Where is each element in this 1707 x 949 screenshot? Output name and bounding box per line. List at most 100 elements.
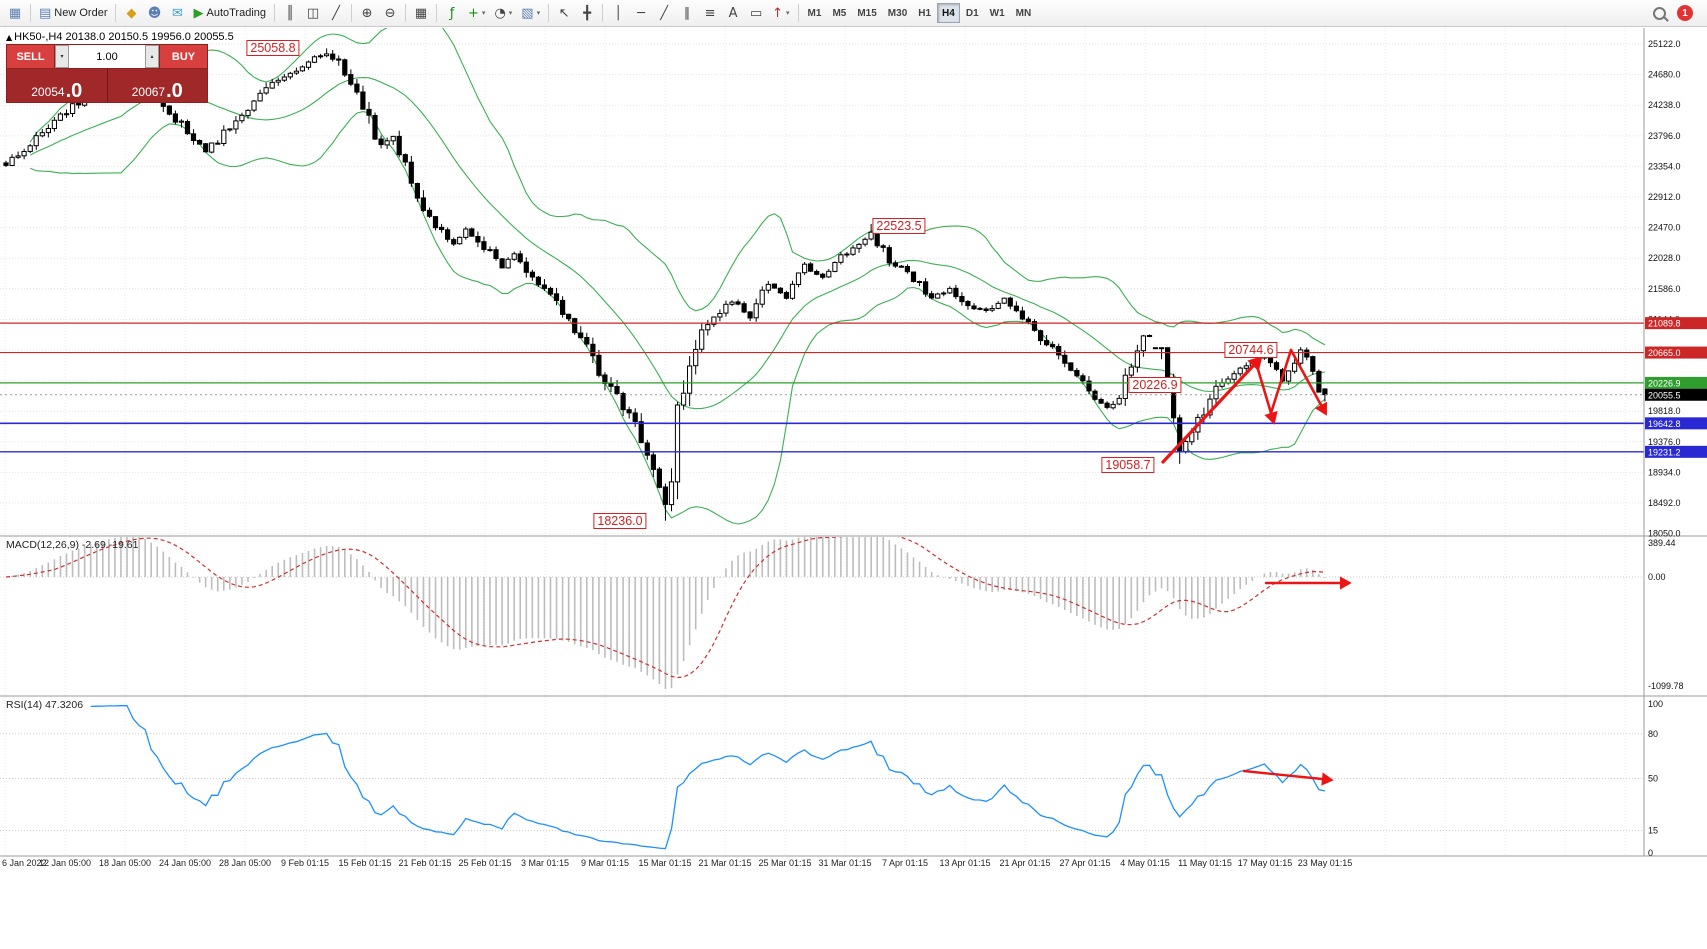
svg-text:80: 80 bbox=[1648, 729, 1658, 739]
channel-button[interactable]: ∥ bbox=[676, 2, 698, 24]
svg-text:25 Mar 01:15: 25 Mar 01:15 bbox=[758, 858, 811, 868]
toolbar-separator bbox=[274, 4, 276, 22]
toolbar-separator bbox=[351, 4, 353, 22]
metaeditor-icon: ◆ bbox=[126, 5, 137, 21]
svg-text:13 Apr 01:15: 13 Apr 01:15 bbox=[939, 858, 990, 868]
autotrading-label: AutoTrading bbox=[206, 7, 267, 19]
search-icon bbox=[1652, 6, 1666, 20]
zoom-in-button[interactable]: ⊕ bbox=[356, 2, 378, 24]
drop-arrow[interactable] bbox=[1289, 348, 1323, 407]
svg-text:22470.0: 22470.0 bbox=[1648, 223, 1681, 233]
price-label-annotation[interactable]: 20744.6 bbox=[1224, 342, 1278, 358]
timeframe-h1-button[interactable]: H1 bbox=[913, 3, 936, 23]
timeframe-mn-button[interactable]: MN bbox=[1011, 3, 1037, 23]
price-label-annotation[interactable]: 18236.0 bbox=[593, 513, 647, 529]
one-click-trade-panel: SELL ▾ ▴ BUY 20054.0 20067.0 bbox=[6, 44, 208, 103]
text-button[interactable]: A bbox=[722, 2, 744, 24]
vertical-line-button[interactable]: │ bbox=[607, 2, 629, 24]
timeframe-m30-button[interactable]: M30 bbox=[883, 3, 912, 23]
timeframe-w1-button[interactable]: W1 bbox=[985, 3, 1010, 23]
svg-text:24 Jan 05:00: 24 Jan 05:00 bbox=[159, 858, 211, 868]
new-order-button[interactable]: ▤ New Order bbox=[35, 2, 111, 24]
fibonacci-button[interactable]: ≡ bbox=[699, 2, 721, 24]
bar-chart-button[interactable]: ║ bbox=[279, 2, 301, 24]
community-button[interactable]: ☻ bbox=[143, 2, 165, 24]
trendline-button[interactable]: ╱ bbox=[653, 2, 675, 24]
svg-text:24238.0: 24238.0 bbox=[1648, 100, 1681, 110]
buy-price[interactable]: 20067.0 bbox=[108, 69, 208, 102]
svg-text:27 Apr 01:15: 27 Apr 01:15 bbox=[1059, 858, 1110, 868]
volume-decrease-button[interactable]: ▾ bbox=[55, 45, 69, 68]
text-label-button[interactable]: ▭ bbox=[745, 2, 767, 24]
toolbar-right-cluster: 1 bbox=[1648, 2, 1703, 24]
metaeditor-button[interactable]: ◆ bbox=[120, 2, 142, 24]
price-label-annotation[interactable]: 25058.8 bbox=[246, 40, 300, 56]
horizontal-line-button[interactable]: ─ bbox=[630, 2, 652, 24]
fibonacci-icon: ≡ bbox=[704, 5, 716, 21]
rsi-panel[interactable] bbox=[0, 704, 1644, 850]
timeframe-m1-button[interactable]: M1 bbox=[803, 3, 827, 23]
cursor-button[interactable]: ↖ bbox=[553, 2, 575, 24]
svg-text:19818.0: 19818.0 bbox=[1648, 406, 1681, 416]
svg-text:25 Feb 01:15: 25 Feb 01:15 bbox=[458, 858, 511, 868]
templates-button[interactable]: ▧ ▾ bbox=[517, 2, 544, 24]
sell-price[interactable]: 20054.0 bbox=[7, 69, 108, 102]
cursor-icon: ↖ bbox=[558, 5, 570, 21]
pullback-arrow[interactable] bbox=[1255, 364, 1273, 415]
svg-text:18492.0: 18492.0 bbox=[1648, 498, 1681, 508]
sell-price-frac: .0 bbox=[65, 80, 83, 102]
main-chart-plot[interactable] bbox=[0, 15, 1644, 525]
buy-button[interactable]: BUY bbox=[159, 45, 207, 68]
horizontal-line-icon: ─ bbox=[637, 5, 646, 21]
chat-button[interactable]: ✉ bbox=[166, 2, 188, 24]
timeframe-m5-button[interactable]: M5 bbox=[827, 3, 851, 23]
svg-text:21 Feb 01:15: 21 Feb 01:15 bbox=[398, 858, 451, 868]
svg-text:21586.0: 21586.0 bbox=[1648, 284, 1681, 294]
rsi-arrow[interactable] bbox=[1242, 769, 1324, 781]
leg-up-line[interactable] bbox=[1269, 348, 1293, 415]
toolbar-separator bbox=[30, 4, 31, 22]
svg-text:22028.0: 22028.0 bbox=[1648, 253, 1681, 263]
price-scale[interactable] bbox=[1644, 28, 1707, 856]
macd-panel[interactable] bbox=[0, 532, 1644, 689]
svg-text:21144.0: 21144.0 bbox=[1648, 314, 1680, 324]
svg-text:0.00: 0.00 bbox=[1648, 572, 1666, 582]
svg-text:3 Mar 01:15: 3 Mar 01:15 bbox=[521, 858, 569, 868]
volume-increase-button[interactable]: ▴ bbox=[145, 45, 159, 68]
templates-icon: ▧ bbox=[521, 5, 534, 21]
search-button[interactable] bbox=[1648, 2, 1670, 24]
price-label-annotation[interactable]: 19058.7 bbox=[1101, 457, 1155, 473]
add-indicator-button[interactable]: + ▾ bbox=[464, 2, 489, 24]
bar-chart-icon: ║ bbox=[286, 5, 294, 21]
time-scale[interactable] bbox=[0, 856, 1707, 876]
timeframe-h4-button[interactable]: H4 bbox=[937, 3, 960, 23]
periods-button[interactable]: ◔ ▾ bbox=[490, 2, 516, 24]
sell-button[interactable]: SELL bbox=[7, 45, 55, 68]
timeframe-m15-button[interactable]: M15 bbox=[852, 3, 881, 23]
arrow-objects-button[interactable]: ↑ ▾ bbox=[768, 2, 793, 24]
autotrading-button[interactable]: ▶ AutoTrading bbox=[189, 2, 270, 24]
svg-text:18934.0: 18934.0 bbox=[1648, 467, 1681, 477]
crosshair-button[interactable]: ╋ bbox=[576, 2, 598, 24]
tile-windows-button[interactable]: ▦ bbox=[410, 2, 432, 24]
indicators-button[interactable]: ƒ bbox=[441, 2, 463, 24]
zoom-out-button[interactable]: ⊖ bbox=[379, 2, 401, 24]
svg-text:19642.8: 19642.8 bbox=[1648, 419, 1681, 429]
svg-text:389.44: 389.44 bbox=[1648, 538, 1676, 548]
price-label-annotation[interactable]: 22523.5 bbox=[872, 218, 926, 234]
timeframe-d1-button[interactable]: D1 bbox=[961, 3, 984, 23]
price-label-annotation[interactable]: 20226.9 bbox=[1128, 377, 1182, 393]
notification-badge[interactable]: 1 bbox=[1677, 5, 1693, 21]
svg-text:19231.2: 19231.2 bbox=[1648, 447, 1681, 457]
svg-text:31 Mar 01:15: 31 Mar 01:15 bbox=[818, 858, 871, 868]
chart-window-button[interactable]: ▦ bbox=[4, 2, 26, 24]
line-chart-button[interactable]: ╱ bbox=[325, 2, 347, 24]
svg-text:6 Jan 2022: 6 Jan 2022 bbox=[2, 858, 47, 868]
periods-icon: ◔ bbox=[494, 5, 506, 21]
candlestick-chart-button[interactable]: ◫ bbox=[302, 2, 324, 24]
toolbar-separator bbox=[405, 4, 407, 22]
current-price-line-price-tag bbox=[1645, 388, 1707, 401]
volume-input[interactable] bbox=[69, 45, 145, 68]
